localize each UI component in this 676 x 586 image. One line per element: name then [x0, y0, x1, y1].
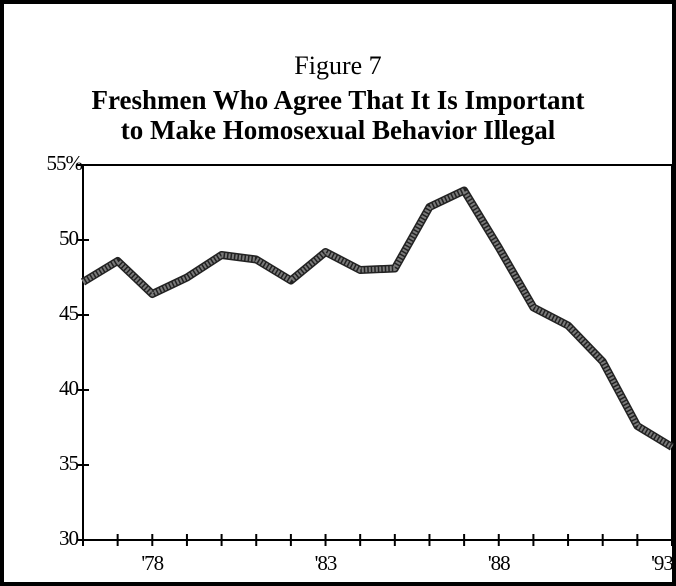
plot-area [82, 164, 673, 541]
y-tick-label: 55% [47, 151, 83, 175]
x-tick-label: '83 [315, 551, 337, 575]
y-tick-label: 30 [59, 526, 79, 550]
line [81, 188, 674, 450]
chart-subtitle: Freshmen Who Agree That It Is Important [91, 85, 584, 115]
y-tick-label: 45 [59, 301, 79, 325]
y-tick-label: 35 [59, 451, 79, 475]
x-tick-label: '88 [488, 551, 510, 575]
line-outline [80, 186, 675, 451]
chart-subtitle: to Make Homosexual Behavior Illegal [121, 115, 556, 145]
y-tick-label: 50 [59, 226, 79, 250]
y-tick-label: 40 [59, 376, 79, 400]
x-tick-label: '93 [651, 551, 673, 575]
chart-title: Figure 7 [294, 51, 381, 80]
x-tick-label: '78 [141, 551, 163, 575]
